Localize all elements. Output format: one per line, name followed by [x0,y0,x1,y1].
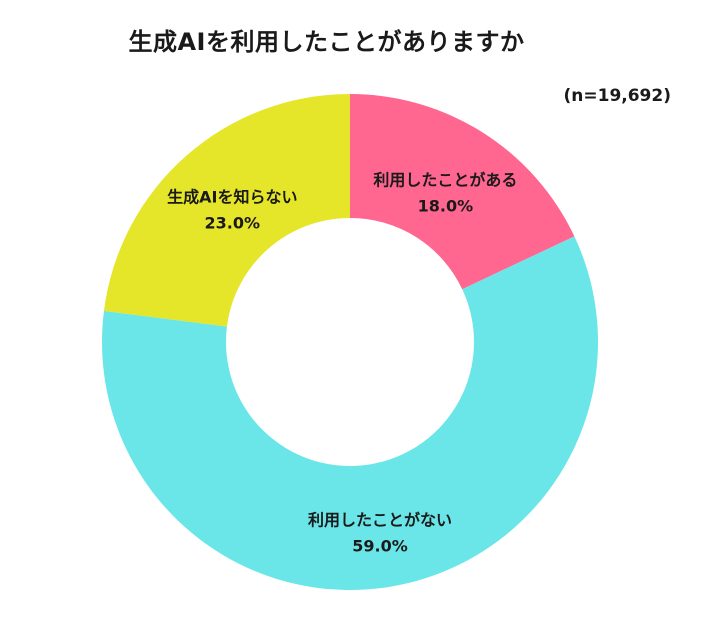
slice-label-unaware: 生成AIを知らない [167,187,297,206]
chart-title: 生成AIを利用したことがありますか [128,28,525,56]
slice-used [350,94,575,290]
donut-slices [102,94,598,590]
sample-size-note: (n=19,692) [563,86,672,106]
slice-value-not-used: 59.0% [352,537,408,556]
slice-unaware [103,94,350,327]
slice-value-used: 18.0% [418,197,474,216]
slice-not-used [102,236,598,590]
slice-label-not-used: 利用したことがない [308,511,452,530]
slice-value-unaware: 23.0% [205,213,261,232]
slice-label-used: 利用したことがある [373,171,517,190]
donut-labels: 利用したことがある 18.0% 利用したことがない 59.0% 生成AIを知らない 23.… [167,171,517,556]
